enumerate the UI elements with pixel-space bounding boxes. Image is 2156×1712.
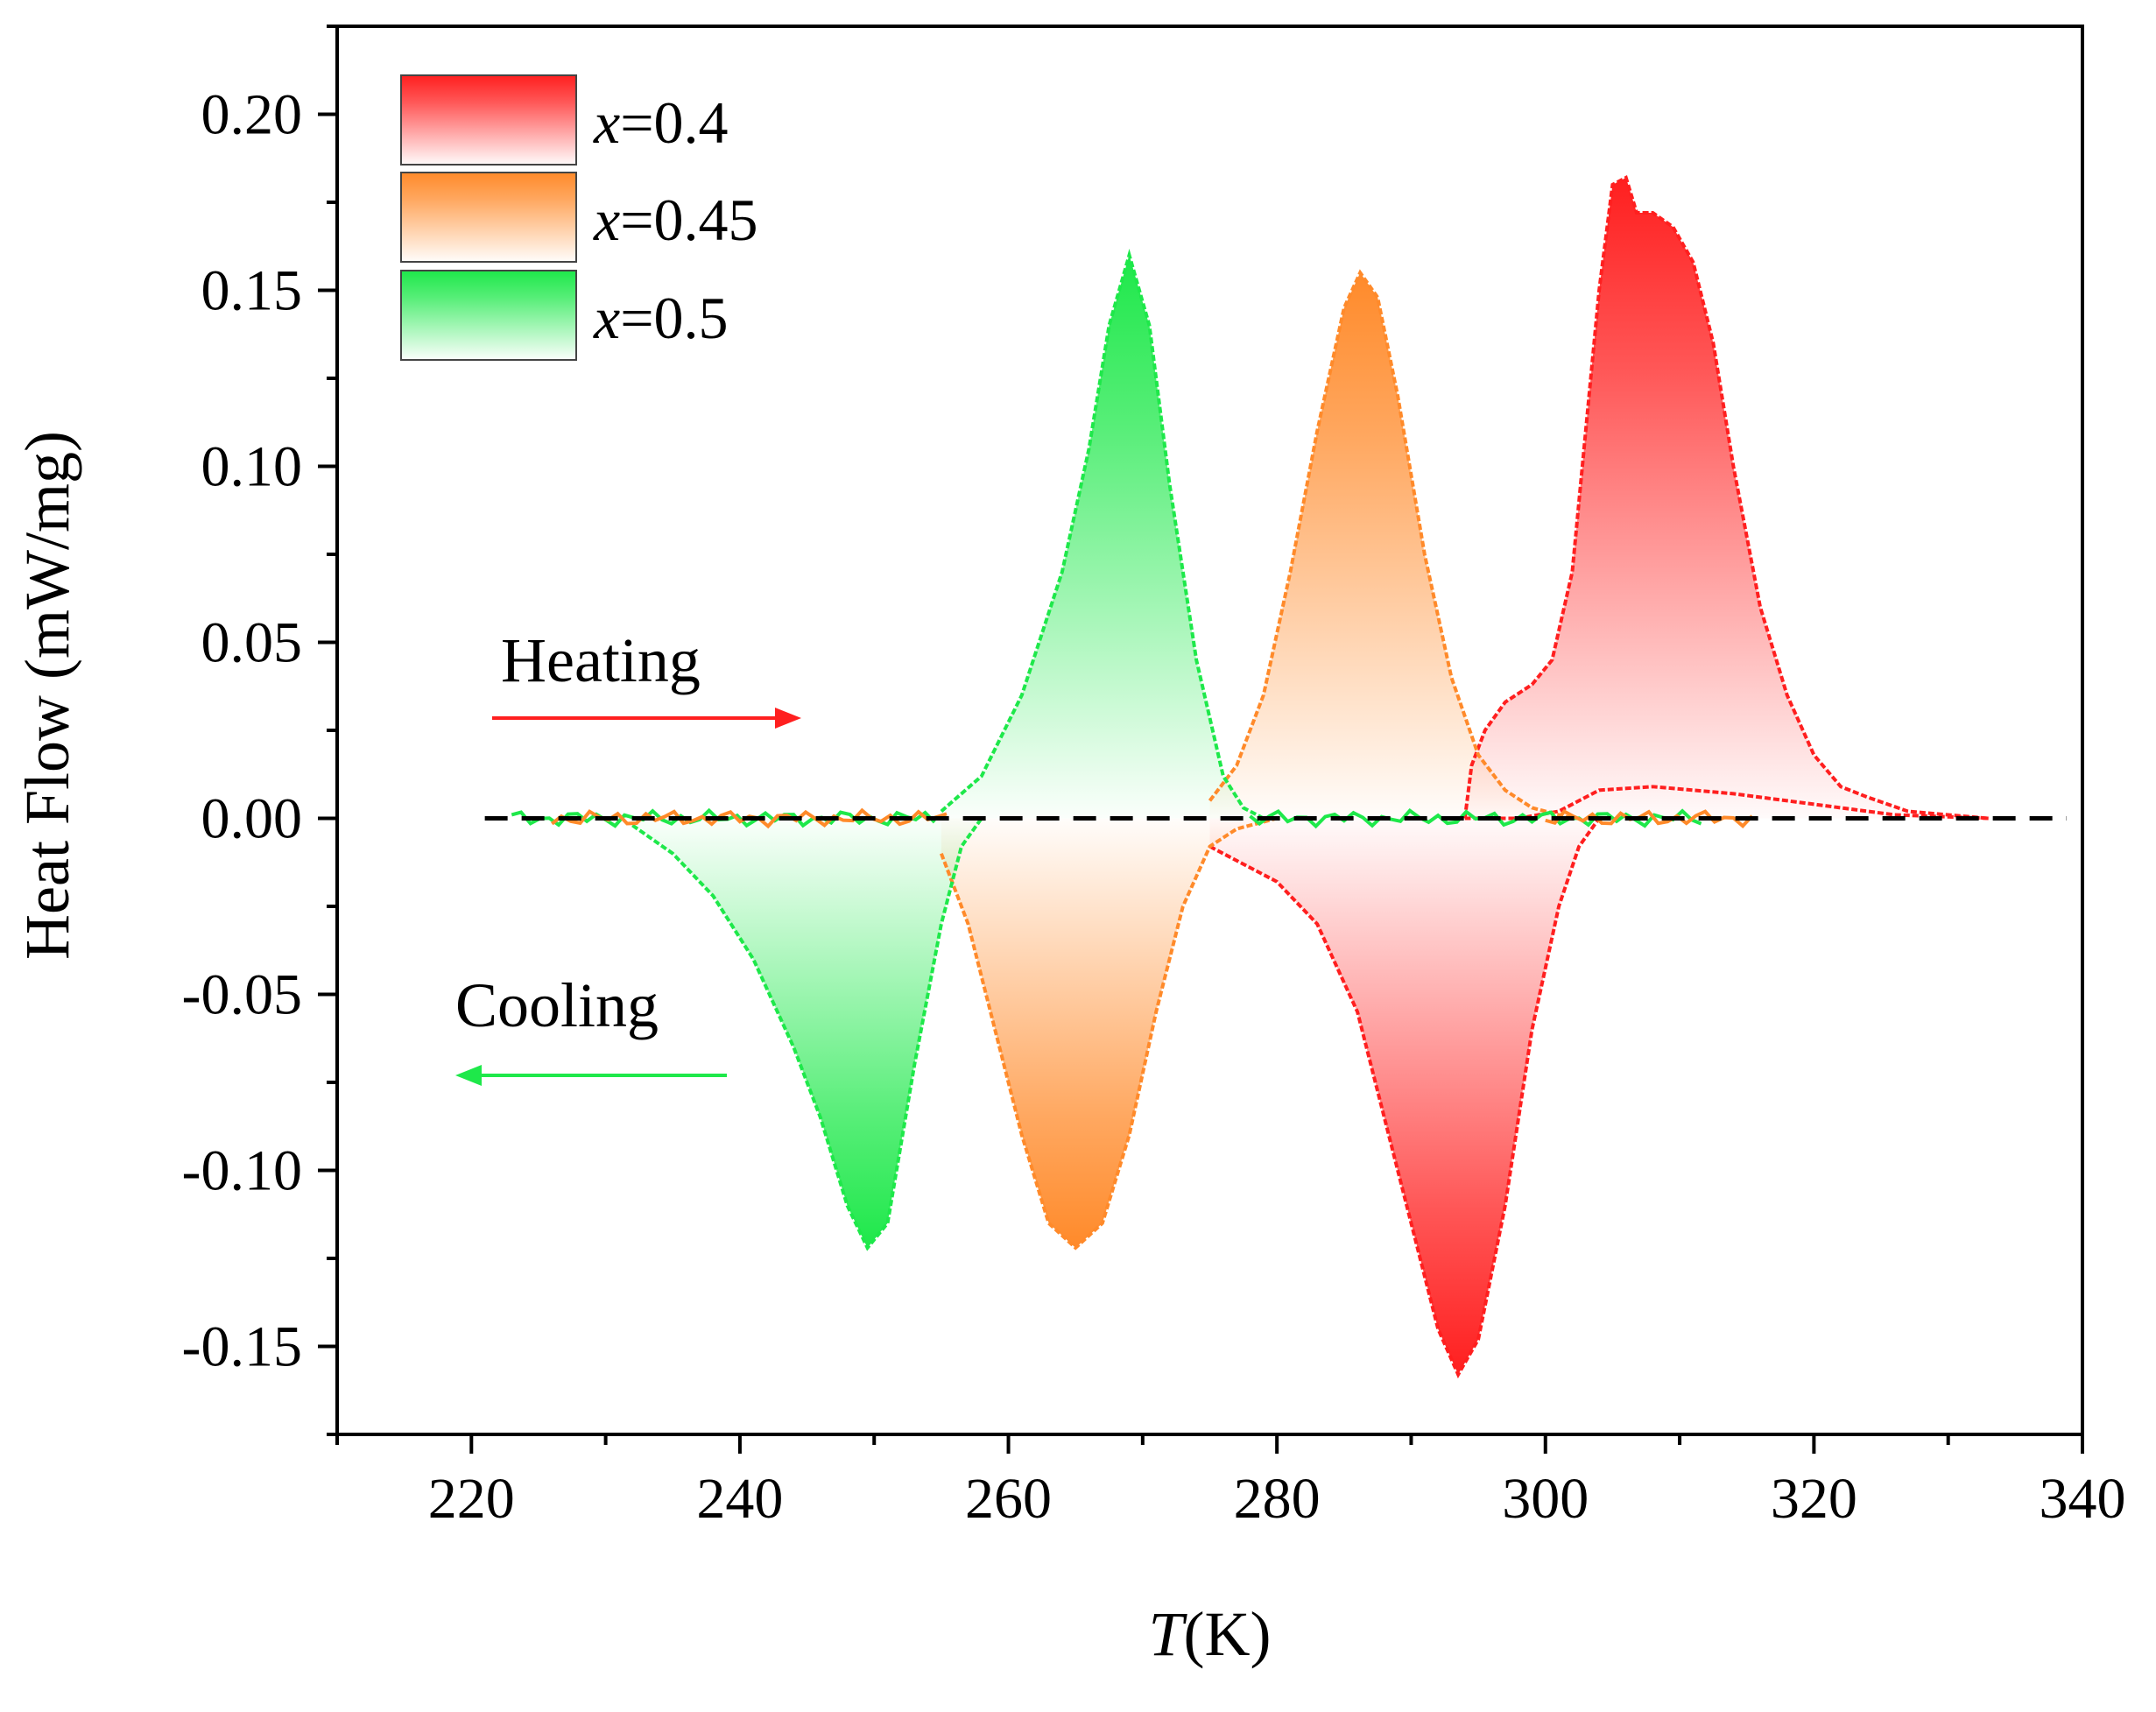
- cooling-peak-fill-2: [632, 818, 982, 1248]
- y-tick-label: -0.15: [182, 1315, 302, 1379]
- baseline-trace: [1249, 808, 1702, 829]
- legend-swatch-0: [400, 74, 577, 166]
- cooling-curve-0: [1208, 817, 1601, 1379]
- cooling-peak-fill-0: [1209, 818, 1600, 1375]
- peak-fills: [632, 177, 1989, 1375]
- annotation-cooling: Cooling: [455, 970, 727, 1086]
- x-axis-title-unit: (K): [1184, 1599, 1272, 1669]
- x-tick-label: 300: [1502, 1467, 1589, 1531]
- cooling-curve-2: [631, 817, 983, 1251]
- x-tick-label: 280: [1234, 1467, 1321, 1531]
- heating-return-curve-0: [1464, 785, 1989, 821]
- legend: x=0.4 x=0.45 x=0.5: [400, 74, 758, 361]
- heating-arrow-icon: [492, 708, 801, 729]
- cooling-peak-fill-1: [941, 818, 1278, 1248]
- heating-curve-2: [940, 249, 1265, 821]
- y-axis-title: Heat Flow (mW/mg): [12, 431, 82, 960]
- y-tick-label: -0.05: [182, 963, 302, 1027]
- cooling-arrow-icon: [455, 1065, 727, 1086]
- heating-peak-fill-2: [941, 255, 1264, 819]
- y-tick-label: 0.00: [201, 787, 303, 851]
- heating-peak-fill-1: [1209, 272, 1573, 819]
- heating-curve-0: [1462, 174, 1989, 821]
- legend-label-0: x=0.4: [593, 89, 729, 156]
- x-tick-label: 220: [428, 1467, 515, 1531]
- annotation-heating: Heating: [492, 625, 801, 729]
- heating-label: Heating: [501, 625, 701, 695]
- x-axis-title: T(K): [1149, 1599, 1272, 1669]
- heating-peak-fill-0: [1464, 177, 1989, 819]
- x-tick-label: 320: [1771, 1467, 1857, 1531]
- y-axis-ticks: -0.15 -0.10 -0.05 0.00 0.05 0.10 0.15 0.20: [182, 25, 337, 1436]
- x-tick-label: 260: [965, 1467, 1052, 1531]
- y-tick-label: 0.20: [201, 83, 303, 147]
- cooling-curve-1: [940, 816, 1278, 1251]
- peak-outlines: [511, 174, 1989, 1379]
- y-tick-label: 0.05: [201, 611, 303, 675]
- x-axis-ticks: 220 240 260 280 300 320 340: [335, 1434, 2126, 1531]
- legend-label-1: x=0.45: [593, 187, 758, 253]
- x-tick-label: 340: [2040, 1467, 2126, 1531]
- legend-label-2: x=0.5: [593, 285, 729, 351]
- x-tick-label: 240: [696, 1467, 783, 1531]
- cooling-label: Cooling: [455, 970, 659, 1040]
- legend-swatch-2: [400, 270, 577, 361]
- heating-curve-1: [1208, 269, 1573, 821]
- y-tick-label: -0.10: [182, 1139, 302, 1203]
- y-tick-label: 0.10: [201, 435, 303, 499]
- legend-swatch-1: [400, 172, 577, 263]
- y-tick-label: 0.15: [201, 259, 303, 323]
- x-axis-title-variable: T: [1149, 1599, 1188, 1669]
